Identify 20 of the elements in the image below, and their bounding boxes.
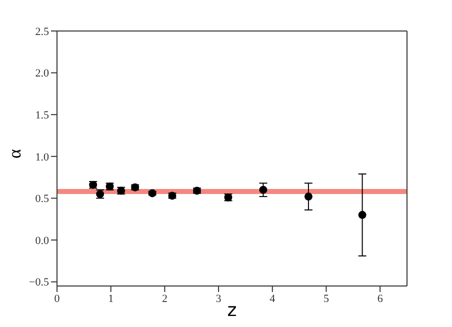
- y-tick-label: 0.0: [35, 234, 50, 247]
- point: [148, 189, 156, 198]
- x-tick-label: 5: [323, 292, 330, 305]
- y-axis-title: α: [4, 148, 24, 158]
- x-tick-label: 4: [270, 292, 276, 305]
- x-tick-label: 2: [162, 292, 168, 305]
- y-tick-label: 2.0: [35, 68, 50, 80]
- x-tick-label: 0: [54, 292, 60, 305]
- point: [304, 192, 312, 201]
- point: [358, 210, 366, 219]
- point: [259, 186, 268, 194]
- x-axis-title: z: [227, 300, 237, 321]
- x-tick-label: 3: [216, 292, 222, 305]
- x-tick-label: 1: [108, 292, 114, 305]
- y-tick-label: 2.5: [35, 26, 50, 38]
- y-tick-label: 1.0: [35, 151, 50, 164]
- y-tick-label: 1.5: [35, 110, 50, 122]
- y-tick-label: 0.5: [35, 193, 50, 206]
- x-tick-label: 6: [377, 292, 384, 305]
- y-tick-label: −0.5: [29, 276, 50, 289]
